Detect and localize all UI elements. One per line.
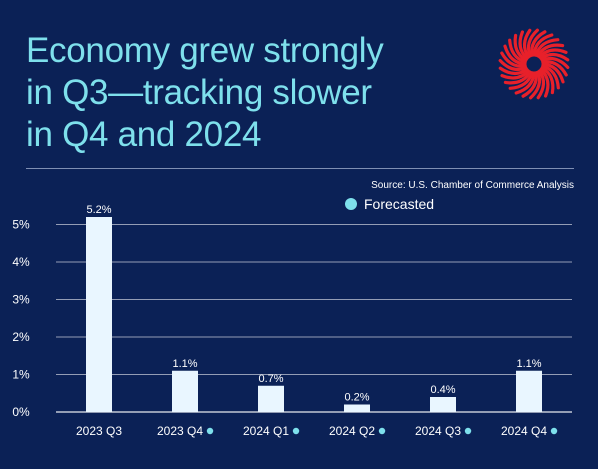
x-tick-label: 2024 Q2 bbox=[329, 424, 375, 438]
bar-value-label: 1.1% bbox=[172, 358, 197, 370]
forecast-dot-icon bbox=[378, 427, 386, 435]
source-note: Source: U.S. Chamber of Commerce Analysi… bbox=[371, 180, 574, 191]
forecast-dot-icon bbox=[206, 427, 214, 435]
title-line: in Q4 and 2024 bbox=[26, 115, 262, 154]
x-tick-label: 2023 Q4 bbox=[157, 424, 203, 438]
y-tick-label: 1% bbox=[12, 368, 30, 382]
forecast-dot-icon bbox=[550, 427, 558, 435]
bar-value-label: 0.4% bbox=[430, 384, 455, 396]
bar bbox=[258, 385, 284, 412]
y-tick-label: 0% bbox=[12, 405, 30, 419]
forecast-dot-icon bbox=[464, 427, 472, 435]
bar-value-label: 0.2% bbox=[344, 392, 369, 404]
y-tick-label: 5% bbox=[12, 218, 30, 232]
bar bbox=[172, 370, 198, 412]
bar bbox=[516, 370, 542, 412]
y-tick-label: 3% bbox=[12, 293, 30, 307]
title-line: Economy grew strongly bbox=[26, 31, 384, 70]
legend: Forecasted bbox=[345, 196, 434, 212]
title-line: in Q3—tracking slower bbox=[26, 73, 372, 112]
logo-icon bbox=[498, 28, 570, 100]
forecast-dot-icon bbox=[292, 427, 300, 435]
bar-value-label: 5.2% bbox=[86, 204, 111, 216]
x-tick-label: 2024 Q3 bbox=[415, 424, 461, 438]
bar-value-label: 0.7% bbox=[258, 373, 283, 385]
chart-title: Economy grew strongly in Q3—tracking slo… bbox=[26, 30, 466, 156]
x-tick-label: 2024 Q1 bbox=[243, 424, 289, 438]
bar-value-label: 1.1% bbox=[516, 358, 541, 370]
legend-label: Forecasted bbox=[364, 196, 435, 212]
bar bbox=[344, 404, 370, 412]
x-tick-label: 2023 Q3 bbox=[76, 424, 122, 438]
bar bbox=[86, 217, 112, 412]
bar bbox=[430, 397, 456, 412]
x-tick-label: 2024 Q4 bbox=[501, 424, 547, 438]
title-divider bbox=[26, 168, 574, 169]
forecast-dot-icon bbox=[345, 198, 357, 210]
y-tick-label: 2% bbox=[12, 330, 30, 344]
y-tick-label: 4% bbox=[12, 255, 30, 269]
